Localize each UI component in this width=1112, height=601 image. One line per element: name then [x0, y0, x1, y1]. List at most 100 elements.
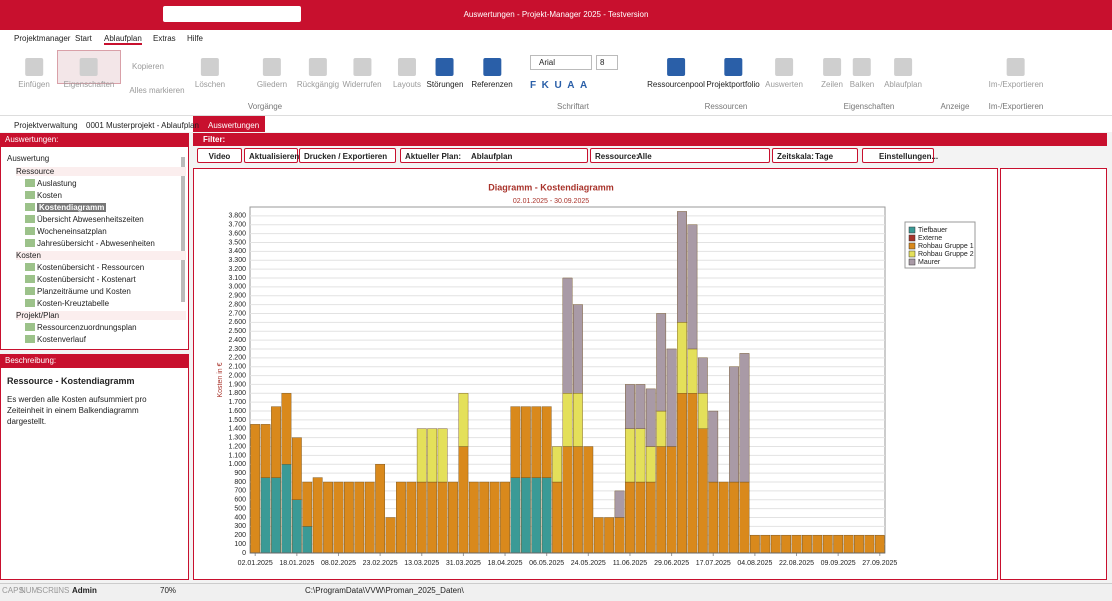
filter-header: Filter:: [193, 133, 1107, 146]
ribbon-button[interactable]: Widerrufen: [342, 58, 382, 89]
bar-segment: [531, 477, 542, 554]
ribbon-button[interactable]: Ressourcenpool: [647, 58, 705, 89]
menu-item[interactable]: Projektmanager: [14, 34, 71, 43]
tree-group[interactable]: Kosten: [16, 251, 186, 260]
print-button[interactable]: Drucken / Exportieren: [299, 148, 396, 163]
button-label: Layouts: [392, 80, 422, 89]
bar-segment: [479, 481, 490, 554]
bar-segment: [656, 410, 667, 447]
tree-item[interactable]: Kostenübersicht - Ressourcen: [37, 263, 145, 272]
scale-box[interactable]: Zeitskala: Tage: [772, 148, 858, 163]
bar-segment: [656, 313, 667, 412]
bar-segment: [843, 535, 854, 554]
resource-value: Alle: [637, 152, 652, 161]
ribbon-button[interactable]: Layouts: [393, 58, 421, 89]
bar-segment: [666, 446, 677, 554]
y-tick-label: 1.600: [228, 408, 246, 415]
bar-segment: [625, 481, 635, 554]
bar-segment: [729, 366, 739, 483]
status-item: SCRL: [37, 586, 59, 595]
ribbon-button[interactable]: Einfügen: [18, 58, 50, 89]
bar-segment: [531, 406, 542, 478]
active-tab[interactable]: [193, 116, 265, 132]
chart: Diagramm - Kostendiagramm 02.01.2025 - 3…: [217, 182, 976, 567]
tree-group[interactable]: Ressource: [16, 167, 186, 176]
menu-item[interactable]: Extras: [153, 34, 176, 43]
ribbon-button[interactable]: Störungen: [427, 58, 463, 89]
y-tick-label: 3.800: [228, 213, 246, 220]
bar-segment: [573, 446, 583, 554]
bar-segment: [271, 406, 281, 478]
menu-item[interactable]: Hilfe: [187, 34, 204, 43]
icon: [353, 58, 371, 76]
ribbon-button[interactable]: Gliedern: [257, 58, 287, 89]
icon: [201, 58, 219, 76]
ribbon-button[interactable]: Kopieren: [132, 62, 164, 71]
resource-label: Ressource:: [595, 152, 639, 161]
bar-segment: [396, 481, 406, 554]
refresh-button[interactable]: Aktualisieren: [244, 148, 299, 163]
bar-segment: [333, 481, 344, 554]
ribbon-button[interactable]: Projektportfolio: [706, 58, 760, 89]
bar-segment: [729, 481, 739, 554]
bar-segment: [687, 224, 698, 350]
bar-segment: [312, 477, 323, 554]
tree-item[interactable]: Planzeiträume und Kosten: [37, 287, 131, 296]
tree-item[interactable]: Übersicht Abwesenheitszeiten: [37, 215, 144, 224]
ribbon-button[interactable]: Löschen: [195, 58, 225, 89]
ribbon-button[interactable]: Ablaufplan: [884, 58, 922, 89]
bar-segment: [520, 477, 531, 554]
menu-item[interactable]: Ablaufplan: [104, 34, 142, 45]
y-tick-label: 3.300: [228, 257, 246, 264]
ribbon-button[interactable]: Balken: [850, 58, 874, 89]
y-tick-label: 2.200: [228, 355, 246, 362]
menu-item[interactable]: Start: [75, 34, 92, 43]
button-label: Alles markieren: [129, 86, 185, 95]
legend-label: Rohbau Gruppe 2: [918, 251, 974, 258]
ribbon-button[interactable]: Auswerten: [765, 58, 803, 89]
bar-segment: [656, 446, 667, 554]
tree-group[interactable]: Projekt/Plan: [16, 311, 186, 320]
font-name: Arial: [539, 58, 556, 67]
legend-swatch: [908, 234, 916, 242]
tree-item[interactable]: Kostenübersicht - Kostenart: [37, 275, 136, 284]
tree-item[interactable]: Wocheneinsatzplan: [37, 227, 107, 236]
bar-segment: [645, 446, 656, 483]
ribbon-button[interactable]: Referenzen: [471, 58, 513, 89]
bar-segment: [427, 428, 438, 483]
tree-item-icon: [25, 191, 35, 199]
tree-item[interactable]: Kostenverlauf: [37, 335, 86, 344]
x-tick-label: 04.08.2025: [737, 560, 772, 567]
settings-button[interactable]: Einstellungen...: [862, 148, 938, 163]
x-tick-label: 22.08.2025: [779, 560, 814, 567]
ribbon-button[interactable]: Eigenschaften: [64, 58, 114, 89]
tree-item[interactable]: Jahresübersicht - Abwesenheiten: [37, 239, 155, 248]
y-tick-label: 3.600: [228, 230, 246, 237]
ribbon-button[interactable]: Alles markieren: [129, 86, 184, 95]
resource-box[interactable]: Ressource: Alle: [590, 148, 770, 163]
bar-segment: [260, 477, 271, 554]
tree-item[interactable]: Kosten-Kreuztabelle: [37, 299, 110, 308]
status-item: NUM: [20, 586, 39, 595]
bar-segment: [427, 481, 438, 554]
x-tick-label: 23.02.2025: [363, 560, 398, 567]
bar-segment: [302, 526, 313, 554]
tree-item[interactable]: Kosten: [37, 191, 62, 200]
x-tick-label: 18.04.2025: [488, 560, 523, 567]
ribbon-button[interactable]: Rückgängig: [297, 58, 339, 89]
tab-bar: [0, 116, 1112, 132]
plan-box[interactable]: Aktueller Plan: Ablaufplan: [400, 148, 588, 163]
tab-label[interactable]: Auswertungen: [208, 121, 260, 130]
size-box[interactable]: 8: [596, 55, 618, 70]
tree-item[interactable]: Auslastung: [37, 179, 77, 188]
ribbon-button[interactable]: Im-/Exportieren: [989, 58, 1043, 89]
tree-item[interactable]: Kostendiagramm: [37, 203, 107, 212]
tree-item[interactable]: Ressourcenzuordnungsplan: [37, 323, 137, 332]
font-box[interactable]: Arial: [530, 55, 592, 70]
ribbon-button[interactable]: Zeilen: [821, 58, 843, 89]
tab-label[interactable]: Projektverwaltung: [14, 121, 78, 130]
bar-segment: [833, 535, 844, 554]
search-box[interactable]: [163, 6, 301, 22]
tab-label[interactable]: 0001 Musterprojekt - Ablaufplan: [86, 121, 199, 130]
video-button[interactable]: Video: [197, 148, 242, 163]
